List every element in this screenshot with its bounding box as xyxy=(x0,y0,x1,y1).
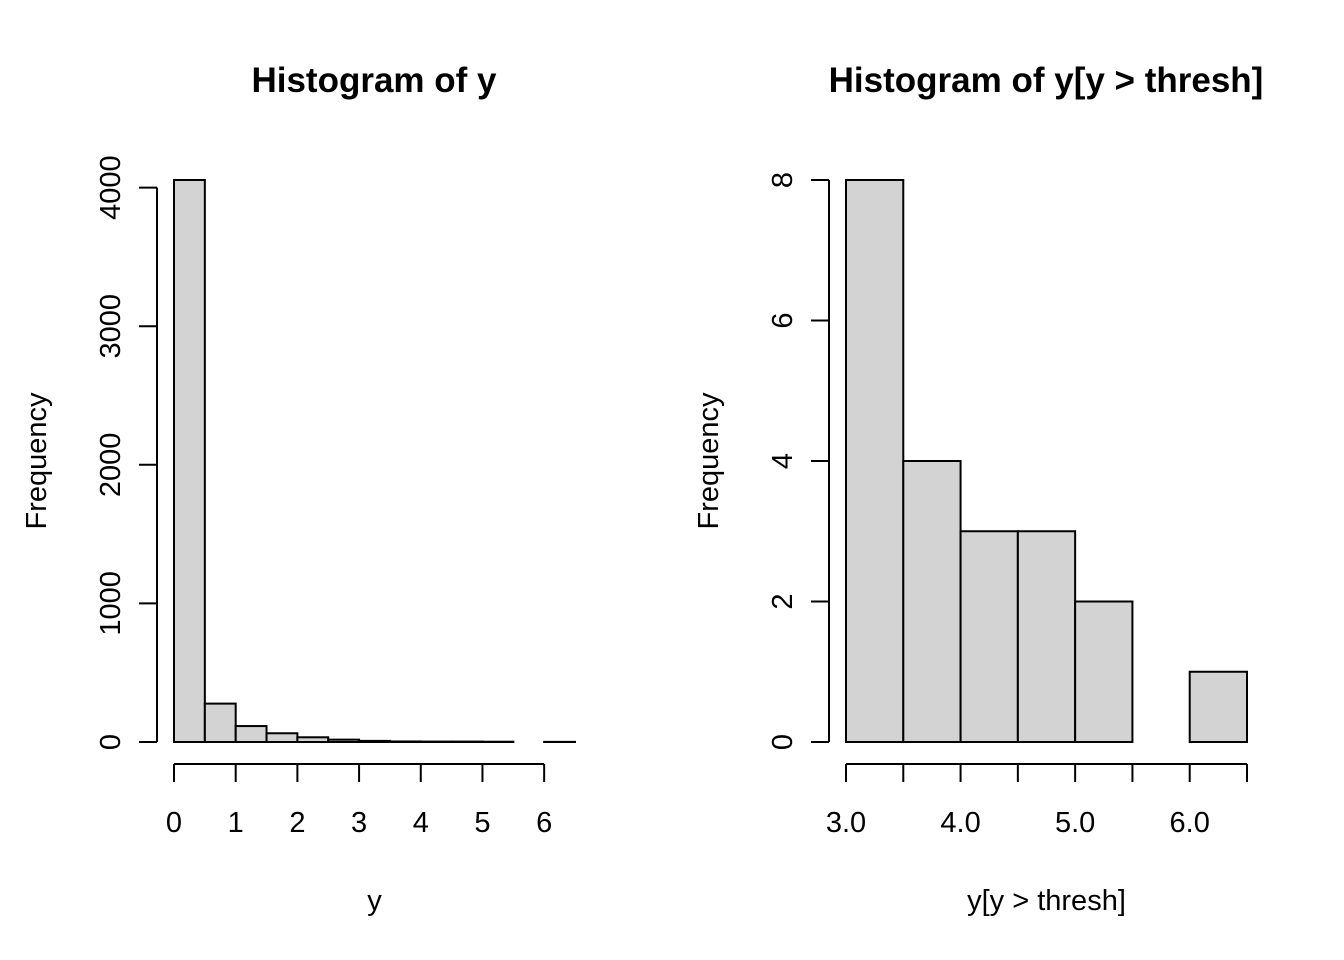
x-tick-label: 3.0 xyxy=(826,807,866,839)
y-tick-label: 2000 xyxy=(95,433,127,498)
histogram-panel-y-thresh: Histogram of y[y > thresh] 0 2 4 6 8 3.0 4.0 5.0… xyxy=(693,61,1263,917)
histogram-bar xyxy=(234,725,268,743)
y-tick-label: 4 xyxy=(767,453,799,469)
x-tick-label: 0 xyxy=(166,807,182,839)
histogram-bar xyxy=(358,739,391,743)
y-tick-label: 3000 xyxy=(95,294,127,359)
histogram-bar xyxy=(388,740,422,743)
x-tick-label: 6 xyxy=(536,807,552,839)
y-tick-label: 2 xyxy=(767,593,799,609)
x-tick-label: 4 xyxy=(413,807,429,839)
x-tick-label: 3 xyxy=(351,807,367,839)
histogram-bar xyxy=(1016,530,1077,743)
histogram-bar xyxy=(296,736,330,743)
chart-title: Histogram of y xyxy=(251,61,497,100)
histogram-bar xyxy=(1188,670,1248,743)
y-tick-label: 0 xyxy=(95,734,127,750)
histogram-bar xyxy=(1074,600,1134,743)
y-tick-label: 6 xyxy=(767,312,799,328)
histogram-bar xyxy=(265,732,299,743)
y-tick-label: 0 xyxy=(767,734,799,750)
x-tick-label: 1 xyxy=(228,807,244,839)
histogram-bar xyxy=(173,179,206,743)
x-axis-label: y[y > thresh] xyxy=(967,885,1126,917)
x-tick-label: 6.0 xyxy=(1170,807,1210,839)
chart-title: Histogram of y[y > thresh] xyxy=(829,61,1264,100)
y-axis-label: Frequency xyxy=(693,392,725,530)
histogram-bar xyxy=(327,738,361,744)
x-axis-label: y xyxy=(367,885,382,917)
x-tick-label: 5.0 xyxy=(1055,807,1095,839)
y-tick-label: 4000 xyxy=(95,155,127,220)
histogram-bar xyxy=(902,460,962,743)
histogram-panel-y: Histogram of y 0 1000 2000 3000 4000 0 1 2 3 4 5 6 y F… xyxy=(21,61,577,917)
histogram-bar xyxy=(959,530,1019,743)
x-tick-label: 4.0 xyxy=(940,807,980,839)
y-axis-label: Frequency xyxy=(21,392,53,530)
x-tick-label: 2 xyxy=(289,807,305,839)
y-tick-label: 8 xyxy=(767,172,799,188)
histogram-bar xyxy=(845,179,905,743)
histogram-bar xyxy=(203,702,237,744)
y-tick-label: 1000 xyxy=(95,571,127,636)
x-tick-label: 5 xyxy=(474,807,490,839)
